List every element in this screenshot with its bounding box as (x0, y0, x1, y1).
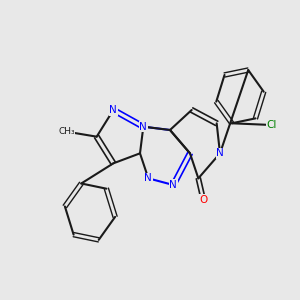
Text: N: N (169, 180, 177, 190)
Text: N: N (140, 122, 147, 132)
Text: O: O (199, 195, 208, 205)
Text: CH₃: CH₃ (58, 127, 75, 136)
Text: N: N (110, 105, 117, 115)
Text: N: N (145, 173, 152, 183)
Text: Cl: Cl (266, 120, 277, 130)
Text: N: N (216, 148, 224, 158)
